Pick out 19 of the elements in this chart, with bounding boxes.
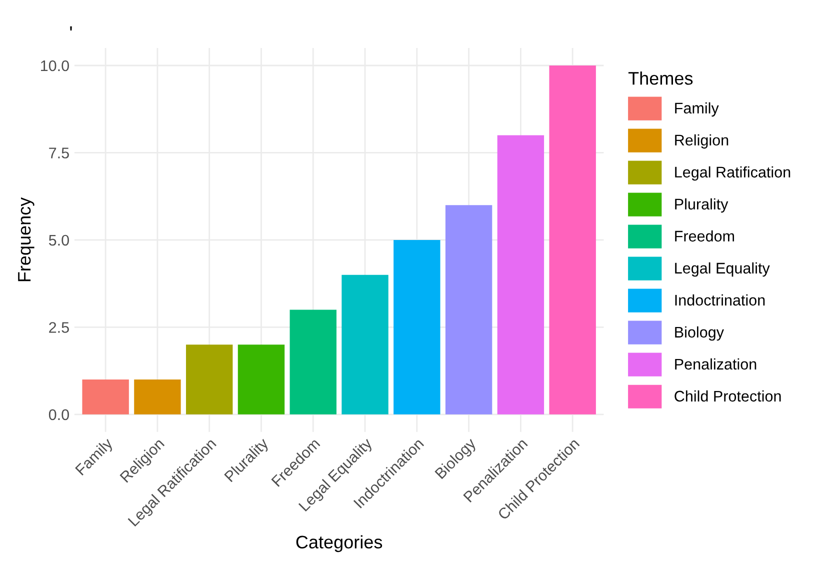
legend-label: Penalization bbox=[675, 358, 756, 370]
chart-title: ' bbox=[70, 26, 72, 31]
y-axis-title: Frequency bbox=[18, 197, 34, 282]
legend-title: Themes bbox=[628, 72, 693, 85]
legend-label: Legal Equality bbox=[675, 262, 770, 277]
legend-label: Legal Ratification bbox=[675, 166, 790, 181]
legend-label: Indoctrination bbox=[675, 294, 765, 306]
legend-label: Child Protection bbox=[674, 390, 781, 402]
legend-label: Family bbox=[675, 102, 719, 117]
y-tick-label: 0.0 bbox=[48, 409, 69, 420]
y-tick-label: 10.0 bbox=[41, 60, 69, 72]
y-tick-label: 7.5 bbox=[49, 148, 69, 158]
legend-label: Religion bbox=[675, 134, 728, 149]
x-axis-title: Categories bbox=[296, 535, 382, 552]
y-tick-label: 5.0 bbox=[48, 234, 69, 246]
y-tick-label: 2.5 bbox=[49, 322, 69, 333]
legend-label: Biology bbox=[675, 326, 724, 341]
legend-label: Plurality bbox=[675, 198, 728, 213]
legend-label: Freedom bbox=[675, 230, 734, 242]
